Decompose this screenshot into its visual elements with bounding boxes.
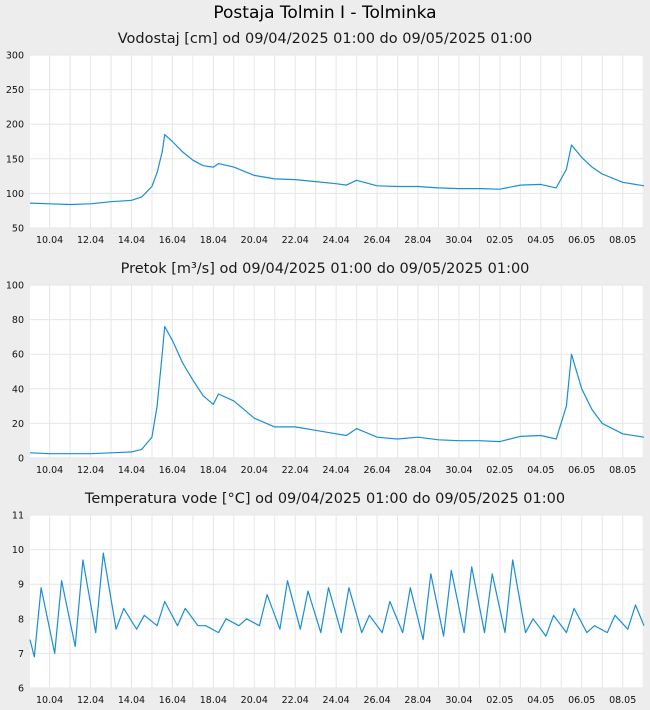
x-tick-label: 10.04 bbox=[36, 235, 63, 246]
x-tick-label: 10.04 bbox=[36, 465, 63, 476]
y-tick-label: 100 bbox=[6, 189, 24, 200]
x-tick-label: 18.04 bbox=[200, 465, 227, 476]
x-tick-label: 18.04 bbox=[200, 695, 227, 706]
y-tick-label: 100 bbox=[6, 281, 24, 292]
x-tick-label: 08.05 bbox=[609, 695, 636, 706]
x-tick-label: 28.04 bbox=[404, 695, 431, 706]
x-tick-label: 26.04 bbox=[363, 695, 390, 706]
x-tick-label: 16.04 bbox=[159, 465, 186, 476]
x-tick-label: 02.05 bbox=[486, 465, 513, 476]
y-tick-label: 80 bbox=[12, 315, 24, 326]
x-tick-label: 24.04 bbox=[323, 235, 350, 246]
chart-water-temperature: 6 7 8 9 10 11 10.04 12.04 14.04 16.04 18.04 20.04 22… bbox=[12, 511, 645, 706]
x-tick-label: 28.04 bbox=[404, 235, 431, 246]
x-tick-label: 12.04 bbox=[77, 695, 104, 706]
series-line-discharge bbox=[29, 325, 645, 455]
y-tick-label: 11 bbox=[12, 511, 24, 522]
chart-water-level: 50 100 150 200 250 300 10.04 12.04 14.04 16.04 18.… bbox=[6, 51, 645, 246]
x-tick-label: 14.04 bbox=[118, 465, 145, 476]
y-tick-label: 60 bbox=[12, 350, 24, 361]
page-title: Postaja Tolmin I - Tolminka bbox=[213, 3, 437, 23]
x-tick-label: 04.05 bbox=[527, 695, 554, 706]
x-tick-label: 24.04 bbox=[323, 465, 350, 476]
x-tick-label: 06.05 bbox=[568, 465, 595, 476]
x-tick-label: 04.05 bbox=[527, 235, 554, 246]
x-tick-label: 26.04 bbox=[363, 235, 390, 246]
x-tick-label: 18.04 bbox=[200, 235, 227, 246]
series-line-water-level bbox=[29, 134, 645, 206]
x-tick-label: 16.04 bbox=[159, 695, 186, 706]
chart-title-water-level: Vodostaj [cm] od 09/04/2025 01:00 do 09/… bbox=[117, 31, 533, 47]
x-tick-label: 20.04 bbox=[241, 695, 268, 706]
x-tick-label: 16.04 bbox=[159, 235, 186, 246]
x-tick-label: 12.04 bbox=[77, 235, 104, 246]
y-tick-label: 9 bbox=[18, 580, 24, 591]
chart-discharge: 0 20 40 60 80 100 10.04 12.04 14.04 16.04 18.04 20.… bbox=[6, 281, 645, 476]
y-tick-label: 7 bbox=[18, 649, 24, 660]
x-tick-label: 20.04 bbox=[241, 465, 268, 476]
plot-area bbox=[30, 285, 644, 458]
x-tick-label: 06.05 bbox=[568, 235, 595, 246]
x-tick-label: 10.04 bbox=[36, 695, 63, 706]
chart-title-water-temperature: Temperatura vode [°C] od 09/04/2025 01:0… bbox=[84, 491, 566, 507]
x-tick-label: 22.04 bbox=[282, 465, 309, 476]
x-tick-label: 08.05 bbox=[609, 235, 636, 246]
x-tick-label: 02.05 bbox=[486, 695, 513, 706]
x-tick-label: 14.04 bbox=[118, 695, 145, 706]
x-tick-label: 24.04 bbox=[323, 695, 350, 706]
x-tick-label: 12.04 bbox=[77, 465, 104, 476]
chart-title-discharge: Pretok [m³/s] od 09/04/2025 01:00 do 09/… bbox=[120, 261, 530, 277]
x-tick-label: 14.04 bbox=[118, 235, 145, 246]
y-tick-label: 250 bbox=[6, 85, 24, 96]
x-tick-label: 30.04 bbox=[445, 695, 472, 706]
x-tick-label: 02.05 bbox=[486, 235, 513, 246]
x-tick-label: 22.04 bbox=[282, 695, 309, 706]
y-tick-label: 0 bbox=[18, 454, 24, 465]
series-line-water-temperature bbox=[29, 552, 645, 658]
y-tick-label: 20 bbox=[12, 419, 24, 430]
y-tick-label: 6 bbox=[18, 684, 24, 695]
x-tick-label: 22.04 bbox=[282, 235, 309, 246]
y-tick-label: 10 bbox=[12, 545, 24, 556]
x-tick-label: 06.05 bbox=[568, 695, 595, 706]
x-tick-label: 20.04 bbox=[241, 235, 268, 246]
x-tick-label: 08.05 bbox=[609, 465, 636, 476]
y-tick-label: 150 bbox=[6, 154, 24, 165]
plot-area bbox=[30, 515, 644, 688]
y-tick-label: 40 bbox=[12, 384, 24, 395]
plot-area bbox=[30, 55, 644, 228]
x-tick-label: 26.04 bbox=[363, 465, 390, 476]
y-tick-label: 200 bbox=[6, 120, 24, 131]
y-tick-label: 300 bbox=[6, 51, 24, 62]
x-tick-label: 04.05 bbox=[527, 465, 554, 476]
x-tick-label: 30.04 bbox=[445, 235, 472, 246]
y-tick-label: 50 bbox=[12, 224, 24, 235]
x-tick-label: 28.04 bbox=[404, 465, 431, 476]
y-tick-label: 8 bbox=[18, 614, 24, 625]
x-tick-label: 30.04 bbox=[445, 465, 472, 476]
